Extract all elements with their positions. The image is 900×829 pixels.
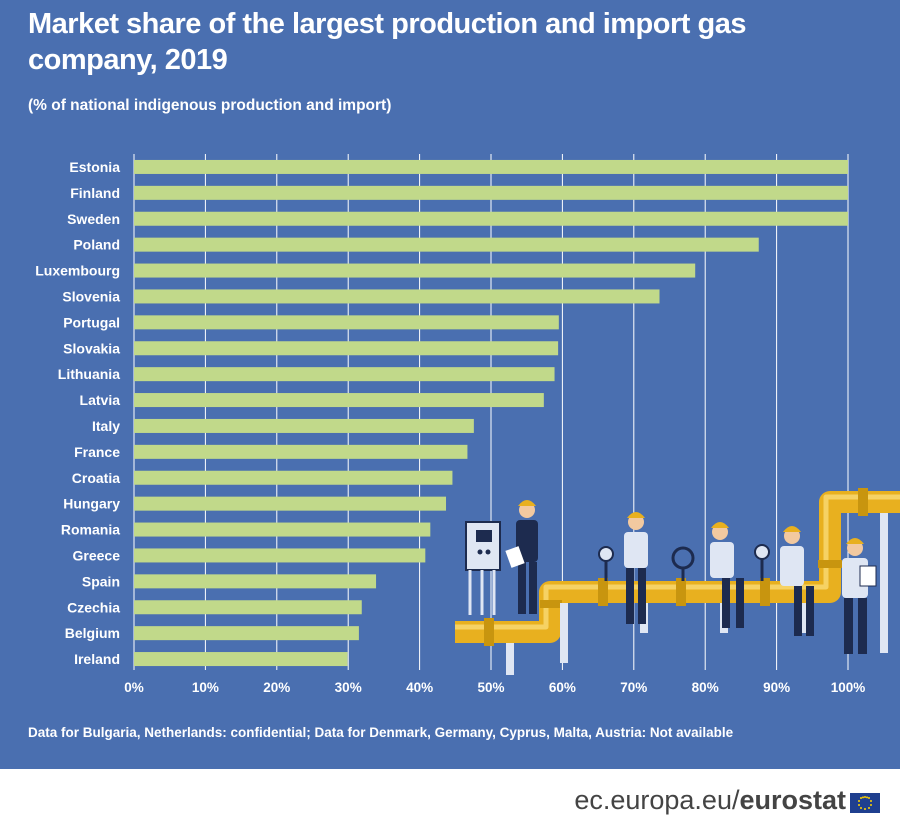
bar-finland — [134, 185, 848, 200]
x-tick-label: 60% — [549, 680, 576, 695]
bar-greece — [134, 548, 426, 563]
worker-figure — [624, 512, 648, 624]
x-tick-label: 20% — [263, 680, 290, 695]
category-label: Portugal — [63, 314, 120, 330]
x-tick-label: 50% — [477, 680, 504, 695]
worker-figure — [842, 538, 877, 654]
control-panel — [465, 521, 501, 615]
worker-figure — [710, 522, 744, 628]
category-label: Latvia — [80, 392, 121, 408]
bar-hungary — [134, 496, 447, 511]
category-label: Ireland — [74, 651, 120, 667]
chart-panel: Market share of the largest production a… — [0, 0, 900, 769]
bar-lithuania — [134, 367, 555, 382]
gas-pipe — [455, 488, 900, 675]
category-label: Romania — [61, 522, 120, 538]
bars — [134, 159, 848, 667]
bar-czechia — [134, 600, 362, 615]
category-label: Slovakia — [63, 340, 120, 356]
x-tick-label: 100% — [831, 680, 866, 695]
footnote: Data for Bulgaria, Netherlands: confiden… — [28, 725, 734, 740]
chart-subtitle: (% of national indigenous production and… — [28, 97, 392, 114]
category-label: Sweden — [67, 211, 120, 227]
bar-estonia — [134, 159, 848, 174]
bar-portugal — [134, 315, 559, 330]
bar-france — [134, 444, 468, 459]
x-tick-label: 90% — [763, 680, 790, 695]
footer-credit: ec.europa.eu/eurostat — [574, 785, 880, 816]
x-tick-label: 10% — [192, 680, 219, 695]
bar-poland — [134, 237, 759, 252]
x-tick-label: 0% — [124, 680, 144, 695]
category-label: Czechia — [67, 599, 120, 615]
bar-belgium — [134, 626, 359, 641]
eu-flag-icon — [850, 793, 880, 813]
category-label: Estonia — [69, 159, 120, 175]
pipeline-workers-illustration — [455, 488, 900, 675]
category-label: France — [74, 444, 120, 460]
bar-romania — [134, 522, 431, 537]
bar-latvia — [134, 393, 544, 408]
category-label: Poland — [73, 237, 120, 253]
category-label: Belgium — [65, 625, 120, 641]
bar-slovenia — [134, 289, 660, 304]
x-tick-label: 40% — [406, 680, 433, 695]
category-label: Luxembourg — [35, 263, 120, 279]
bar-spain — [134, 574, 377, 589]
worker-figure — [780, 526, 814, 636]
bar-slovakia — [134, 341, 559, 356]
x-tick-label: 70% — [620, 680, 647, 695]
category-label: Finland — [70, 185, 120, 201]
category-label: Slovenia — [62, 288, 120, 304]
x-tick-label: 30% — [335, 680, 362, 695]
category-label: Greece — [73, 547, 121, 563]
category-label: Hungary — [63, 496, 120, 512]
bar-sweden — [134, 211, 848, 226]
footer-url: ec.europa.eu/ — [574, 785, 740, 815]
category-label: Spain — [82, 573, 120, 589]
footer-brand: eurostat — [739, 785, 846, 815]
x-axis-ticks: 0% 10% 20% 30% 40% 50% 60% 70% 80% 90% 100% — [124, 680, 865, 695]
x-tick-label: 80% — [692, 680, 719, 695]
bar-luxembourg — [134, 263, 696, 278]
bar-chart: Estonia Finland Sweden Poland Luxembourg Slov… — [35, 154, 900, 695]
category-label: Lithuania — [58, 366, 120, 382]
category-labels: Estonia Finland Sweden Poland Luxembourg Slov… — [35, 159, 120, 667]
chart-title: Market share of the largest production a… — [28, 8, 746, 76]
bar-italy — [134, 418, 474, 433]
bar-croatia — [134, 470, 453, 485]
bar-ireland — [134, 652, 348, 667]
category-label: Croatia — [72, 470, 120, 486]
category-label: Italy — [92, 418, 120, 434]
worker-figure — [505, 500, 538, 614]
